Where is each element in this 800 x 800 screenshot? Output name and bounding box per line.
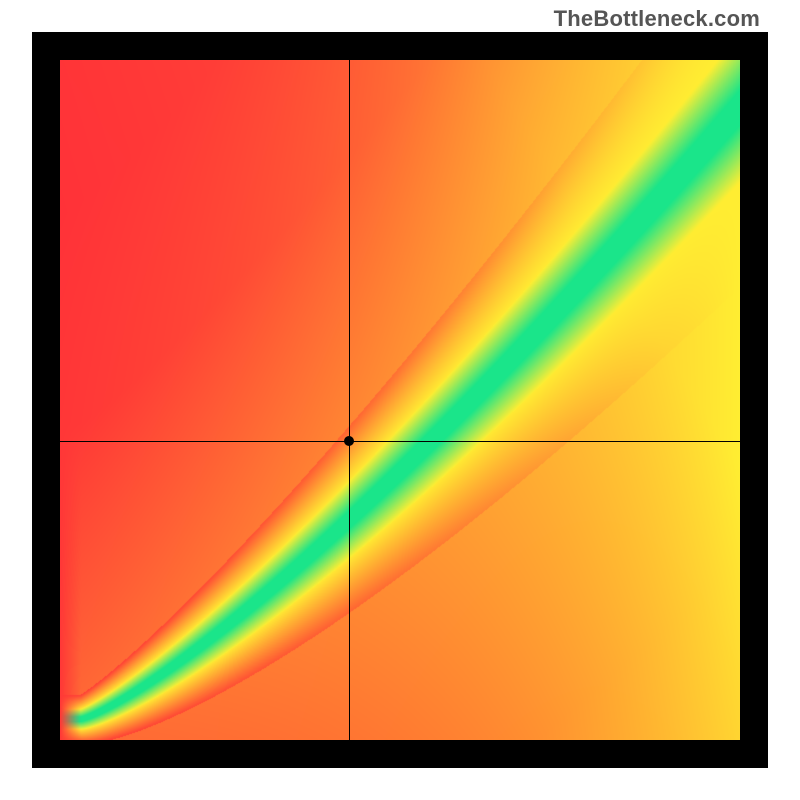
plot-area xyxy=(60,60,740,740)
watermark-label: TheBottleneck.com xyxy=(554,6,760,32)
crosshair-vertical xyxy=(349,60,350,740)
chart-container: TheBottleneck.com xyxy=(0,0,800,800)
heatmap-canvas xyxy=(60,60,740,740)
crosshair-marker xyxy=(344,436,354,446)
chart-border xyxy=(32,32,768,768)
crosshair-horizontal xyxy=(60,441,740,442)
